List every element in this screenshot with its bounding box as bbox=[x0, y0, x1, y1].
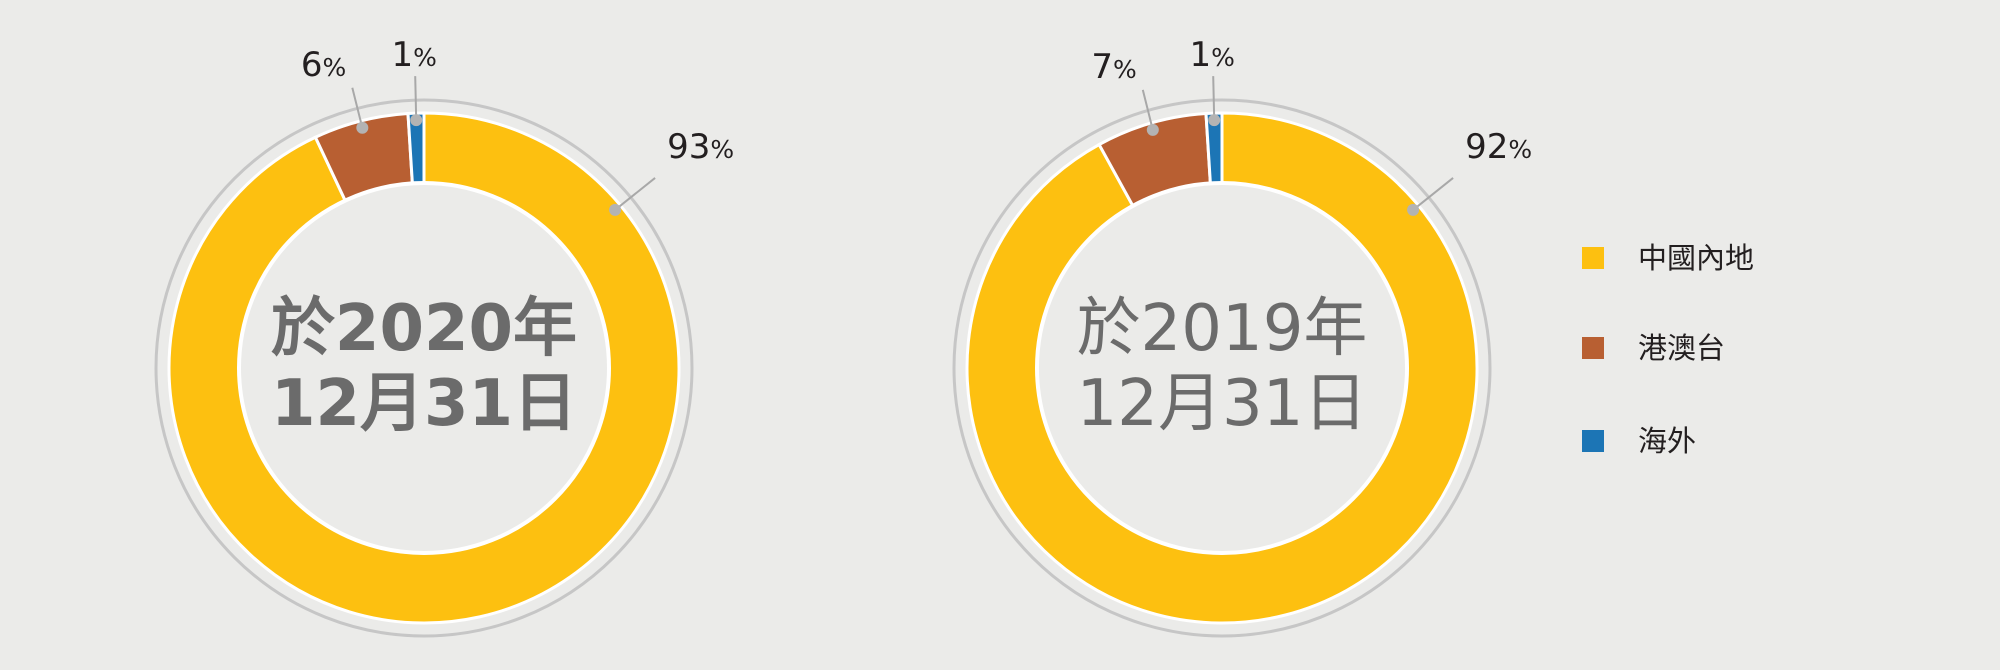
donut-outer-ring bbox=[952, 98, 1492, 638]
leader-line bbox=[351, 87, 364, 129]
value-leaders: 92% 7% 1% bbox=[1091, 35, 1532, 216]
value-leaders: 93% 6% 1% bbox=[301, 35, 734, 216]
data-label-mainland: 93% bbox=[667, 127, 734, 167]
legend-label: 海外 bbox=[1638, 424, 1696, 458]
leader-dot bbox=[1146, 123, 1159, 136]
donut-chart-2019: 92% 7% 1% 於2019年 12月31日 bbox=[952, 35, 1532, 638]
data-label-overseas: 1% bbox=[1190, 35, 1235, 75]
center-label-line-2: 12月31日 bbox=[271, 367, 577, 441]
legend-label: 港澳台 bbox=[1638, 331, 1725, 365]
donut-inner-border bbox=[237, 181, 611, 555]
leader-dot bbox=[1407, 203, 1420, 216]
legend-item-mainland: 中國內地 bbox=[1582, 241, 1754, 275]
data-label-hk-macau-taiwan: 7% bbox=[1091, 47, 1136, 87]
leader-dot bbox=[609, 203, 622, 216]
legend-item-overseas: 海外 bbox=[1582, 424, 1696, 458]
data-label-overseas: 1% bbox=[392, 35, 437, 75]
leader-line bbox=[1141, 89, 1154, 131]
leader-dot bbox=[410, 114, 423, 127]
center-label-line-2: 12月31日 bbox=[1077, 367, 1368, 441]
leader-line bbox=[414, 76, 418, 121]
center-label-line-1: 於2019年 bbox=[1077, 292, 1368, 366]
donut-outer-ring bbox=[154, 98, 694, 638]
data-label-hk-macau-taiwan: 6% bbox=[301, 45, 346, 85]
legend-label: 中國內地 bbox=[1638, 241, 1754, 275]
legend-swatch bbox=[1582, 430, 1604, 452]
legend: 中國內地 港澳台 海外 bbox=[1582, 241, 1754, 458]
leader-line bbox=[614, 177, 656, 211]
data-label-mainland: 92% bbox=[1465, 127, 1532, 167]
legend-swatch bbox=[1582, 247, 1604, 269]
donut-inner-border bbox=[1035, 181, 1409, 555]
leader-line bbox=[1212, 76, 1216, 121]
leader-line bbox=[1412, 177, 1454, 211]
leader-dot bbox=[356, 121, 369, 134]
leader-dot bbox=[1208, 114, 1221, 127]
legend-item-hk-macau-taiwan: 港澳台 bbox=[1582, 331, 1725, 365]
legend-swatch bbox=[1582, 337, 1604, 359]
donut-chart-2020: 93% 6% 1% 於2020年 12月31日 bbox=[154, 35, 734, 638]
center-label-line-1: 於2020年 bbox=[271, 292, 577, 366]
